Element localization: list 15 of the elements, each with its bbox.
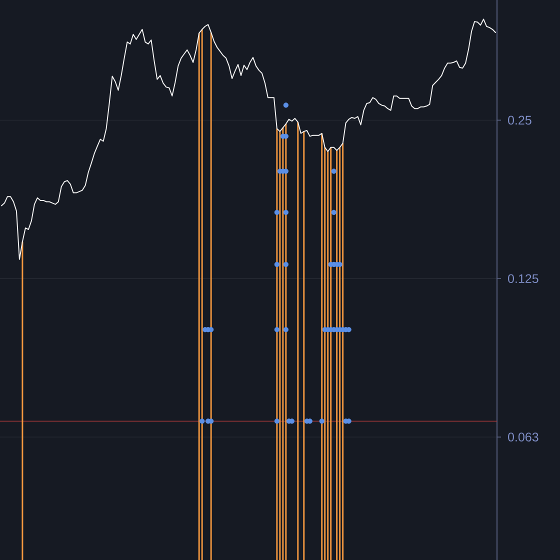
- point: [319, 418, 324, 424]
- point: [283, 210, 289, 216]
- point: [199, 418, 205, 424]
- point: [274, 418, 280, 424]
- point: [331, 210, 336, 216]
- y-tick-label: 0.125: [508, 274, 538, 284]
- point: [331, 168, 336, 174]
- point: [274, 210, 280, 216]
- y-tick-label: 0.063: [508, 432, 538, 442]
- point: [283, 327, 289, 332]
- y-tick-label: 0.25: [508, 116, 532, 125]
- point: [283, 102, 289, 108]
- point: [274, 327, 280, 332]
- point: [283, 262, 289, 268]
- point: [274, 262, 280, 268]
